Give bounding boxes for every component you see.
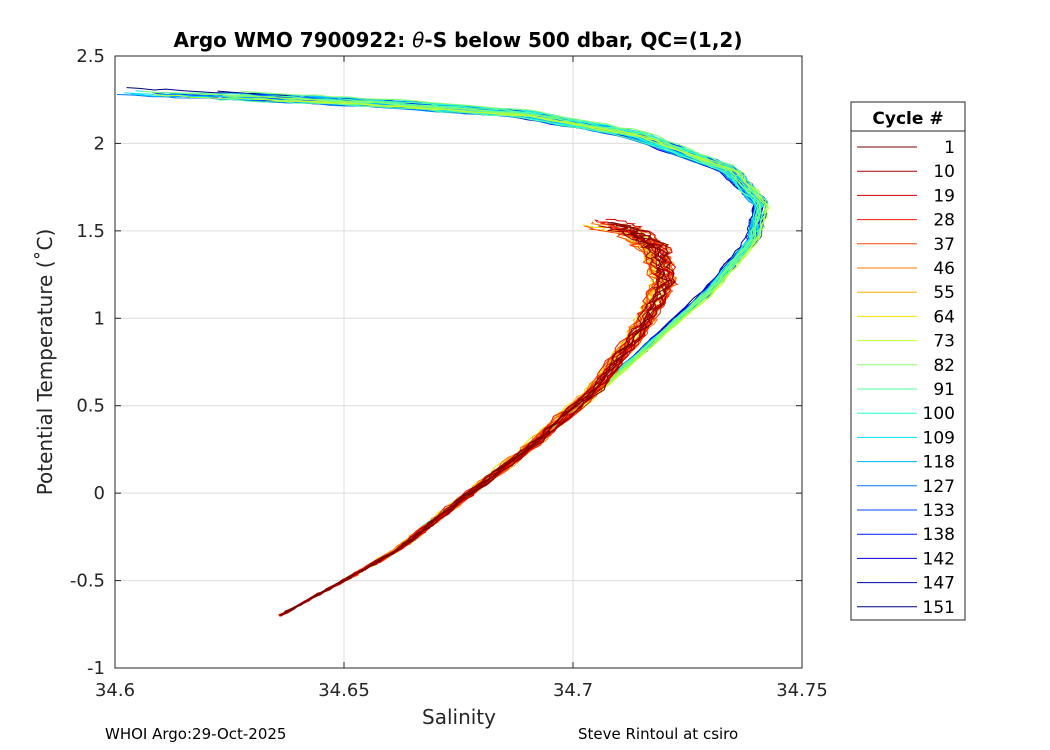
legend-entry-label: 100: [923, 404, 955, 424]
legend-entry-label: 138: [923, 525, 955, 545]
legend-entry-label: 10: [933, 162, 955, 182]
y-axis-ticks: -1 -0.5 0 0.5 1 1.5 2 2.5: [70, 46, 802, 679]
y-tick-label: 2: [94, 133, 105, 154]
y-tick-label: -1: [87, 658, 105, 679]
profile-lines: [116, 87, 771, 617]
profile-line-cycle-10: [279, 231, 674, 617]
legend-entry-label: 46: [933, 259, 955, 279]
x-tick-label: 34.6: [95, 680, 135, 701]
x-tick-label: 34.7: [553, 680, 593, 701]
legend-entry-label: 118: [923, 453, 955, 473]
legend-entry-label: 147: [923, 574, 955, 594]
x-axis-ticks: 34.6 34.65 34.7 34.75: [95, 56, 828, 701]
chart-title: Argo WMO 7900922: θ-S below 500 dbar, QC…: [174, 28, 743, 52]
legend-entry-label: 133: [923, 501, 955, 521]
y-tick-label: 0: [94, 483, 105, 504]
y-axis-label: Potential Temperature (˚C): [33, 229, 57, 496]
plot-area: [114, 55, 803, 669]
legend-entry-label: 151: [923, 598, 955, 618]
profile-line-cycle-10: [280, 225, 662, 616]
x-tick-label: 34.65: [318, 680, 370, 701]
y-tick-label: 1.5: [76, 221, 105, 242]
legend-entry-label: 1: [944, 138, 955, 158]
legend-entry-label: 64: [933, 307, 955, 327]
y-tick-label: -0.5: [70, 571, 105, 592]
legend-entry-label: 127: [923, 477, 955, 497]
profile-line-cycle-1: [280, 221, 671, 616]
x-tick-label: 34.75: [776, 680, 828, 701]
y-tick-label: 0.5: [76, 396, 105, 417]
legend-entry-label: 19: [933, 186, 955, 206]
footer-author: Steve Rintoul at csiro: [578, 725, 739, 743]
x-axis-label: Salinity: [422, 705, 496, 729]
legend-entry-label: 55: [933, 283, 955, 303]
legend-entry-label: 37: [933, 235, 955, 255]
profile-line-cycle-73: [153, 93, 769, 491]
legend: Cycle # 1 10 19 28 37 46 55 64 73 82 91 100 109 118 12…: [850, 101, 966, 621]
legend-entry-label: 142: [923, 549, 955, 569]
legend-entry-label: 109: [923, 428, 955, 448]
legend-entry-label: 28: [933, 211, 955, 231]
legend-entry-label: 91: [933, 380, 955, 400]
profile-line-cycle-1: [280, 230, 672, 616]
legend-entry-label: 73: [933, 332, 955, 352]
y-tick-label: 2.5: [76, 46, 105, 67]
legend-title: Cycle #: [872, 109, 943, 129]
footer-source: WHOI Argo:29-Oct-2025: [105, 725, 287, 743]
y-tick-label: 1: [94, 308, 105, 329]
legend-entry-label: 82: [933, 356, 955, 376]
